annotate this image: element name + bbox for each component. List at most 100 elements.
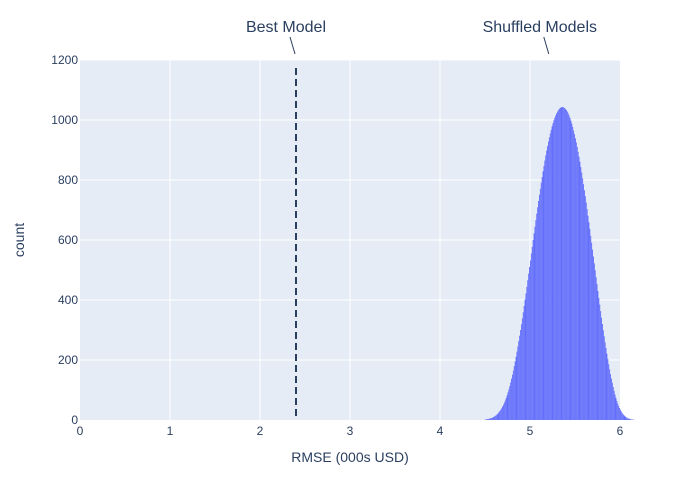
histogram-bar <box>507 392 509 420</box>
histogram-bar <box>628 418 629 420</box>
histogram-bar <box>547 146 548 420</box>
histogram-bar <box>592 249 593 420</box>
histogram-bar <box>487 419 489 420</box>
histogram-bar <box>586 209 588 420</box>
histogram-bar <box>518 341 520 420</box>
histogram-bar <box>485 419 486 420</box>
histogram-bar <box>619 408 620 420</box>
x-axis-title: RMSE (000s USD) <box>291 449 408 465</box>
histogram-bar <box>582 178 584 420</box>
histogram-bar <box>495 415 497 420</box>
histogram-bar <box>566 110 567 420</box>
histogram-bar <box>541 177 543 420</box>
histogram-bar <box>527 280 529 420</box>
histogram-bar <box>609 369 611 420</box>
histogram-bar <box>505 398 507 420</box>
histogram-bar <box>546 150 548 420</box>
histogram-bar <box>549 133 551 420</box>
histogram-bar <box>584 190 585 420</box>
y-axis-title: count <box>11 223 27 257</box>
y-tick-label: 1000 <box>51 113 78 127</box>
histogram-bar <box>627 418 629 420</box>
y-tick-label: 200 <box>58 353 78 367</box>
axes: 0 200 400 600 800 1000 1200 0 1 2 3 4 5 6 <box>51 53 623 438</box>
histogram-bar <box>578 156 580 420</box>
histogram-bar <box>521 324 522 420</box>
histogram-bar <box>602 330 604 420</box>
histogram-bar <box>508 389 510 420</box>
y-tick-label: 600 <box>58 233 78 247</box>
histogram-bar <box>620 409 621 420</box>
histogram-bars <box>485 107 635 421</box>
histogram-bar <box>597 291 599 420</box>
histogram-bar <box>612 387 614 420</box>
histogram-bar <box>515 356 517 420</box>
x-tick-label: 1 <box>167 424 174 438</box>
histogram-bar <box>613 390 615 420</box>
y-tick-label: 400 <box>58 293 78 307</box>
histogram-bar <box>557 111 558 420</box>
histogram-bar <box>493 417 494 420</box>
histogram-bar <box>566 111 568 420</box>
histogram-bar <box>623 415 625 420</box>
histogram-bar <box>616 400 618 420</box>
histogram-bar <box>531 246 533 420</box>
histogram-bar <box>488 418 490 420</box>
histogram-bar <box>485 419 487 420</box>
histogram-bar <box>606 353 608 420</box>
histogram-bar <box>599 304 601 420</box>
histogram-bar <box>581 172 583 420</box>
histogram-bar <box>603 336 605 420</box>
histogram-bar <box>498 412 500 420</box>
histogram-bar <box>626 417 628 420</box>
histogram-bar <box>520 330 521 420</box>
y-tick-label: 1200 <box>51 53 78 67</box>
histogram-bar <box>503 404 504 420</box>
histogram-bar <box>602 324 603 420</box>
histogram-bar <box>522 312 524 420</box>
histogram-bar <box>550 129 552 420</box>
histogram-bar <box>554 117 556 421</box>
histogram-bar <box>499 411 501 420</box>
histogram-bar <box>595 277 597 420</box>
histogram-bar <box>574 134 575 420</box>
histogram-bar <box>598 297 600 420</box>
histogram-bar <box>559 108 561 420</box>
histogram-bar <box>590 235 592 420</box>
histogram-bar <box>486 419 488 420</box>
histogram-bar <box>621 413 623 420</box>
x-tick-label: 4 <box>437 424 444 438</box>
histogram-bar <box>560 107 562 421</box>
histogram-bar <box>577 151 579 421</box>
histogram-bar <box>503 402 505 420</box>
histogram-bar <box>569 117 571 421</box>
histogram-bar <box>529 267 530 420</box>
histogram-bar <box>561 107 563 420</box>
histogram-bar <box>622 414 624 420</box>
histogram-bar <box>601 317 602 420</box>
histogram-bar <box>615 397 617 420</box>
histogram-bar <box>545 155 547 420</box>
histogram-bar <box>516 351 518 420</box>
histogram-bar <box>572 126 574 421</box>
histogram-bar <box>618 405 620 420</box>
histogram-bar <box>557 110 559 420</box>
histogram-bar <box>491 417 493 420</box>
histogram-bar <box>517 346 519 420</box>
histogram-bar <box>548 141 549 420</box>
histogram-bar <box>608 364 610 420</box>
y-tick-label: 0 <box>71 413 78 427</box>
histogram-bar <box>629 418 630 420</box>
histogram-bar <box>540 182 542 420</box>
histogram-bar <box>489 418 491 420</box>
histogram-bar <box>524 299 526 420</box>
histogram-bar <box>509 386 511 420</box>
histogram-bar <box>620 411 622 420</box>
histogram-bar <box>611 378 612 420</box>
histogram-bar <box>625 417 627 420</box>
histogram-bar <box>552 123 554 421</box>
histogram-bar <box>563 107 565 421</box>
histogram-bar <box>573 130 575 420</box>
histogram-bar <box>575 138 576 421</box>
histogram-bar <box>510 382 512 420</box>
